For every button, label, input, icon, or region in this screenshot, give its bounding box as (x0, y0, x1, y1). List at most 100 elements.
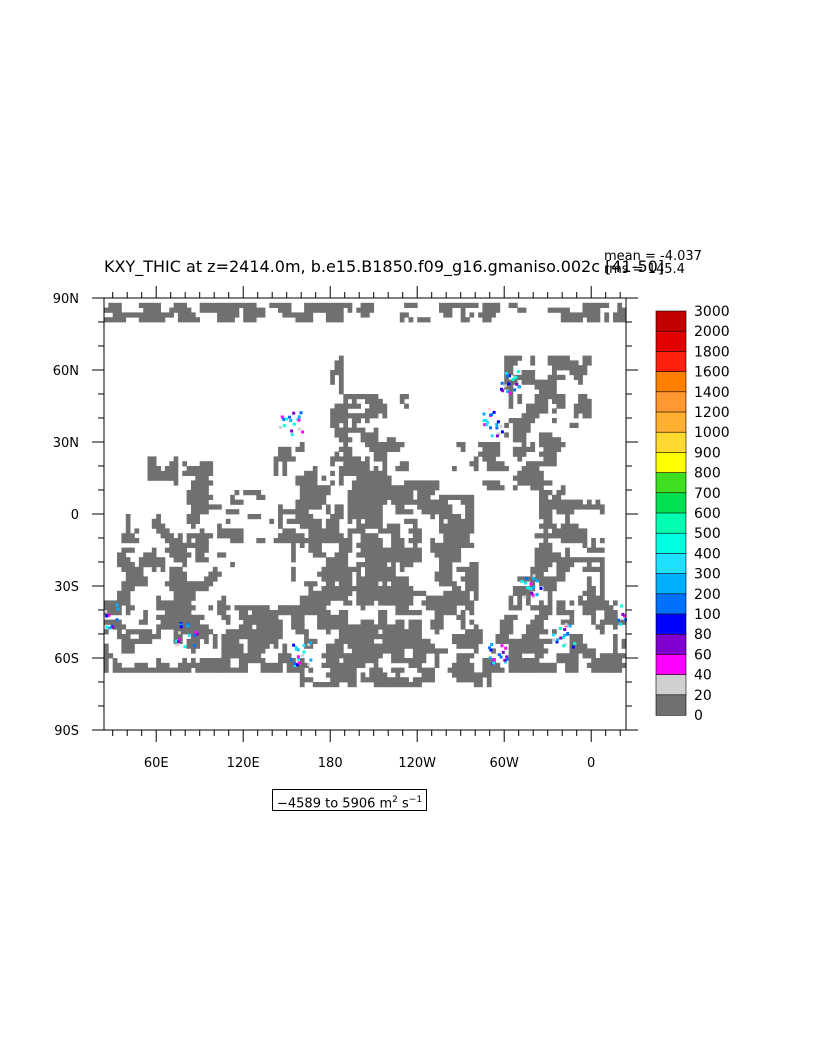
field-cell-933 (304, 499, 309, 505)
field-cell-1123 (308, 518, 314, 524)
field-cell-1719 (395, 576, 401, 582)
field-cell-2738 (343, 658, 349, 664)
field-cell-2450 (504, 634, 509, 640)
field-cell-726 (160, 475, 166, 481)
hotspot-cell-2-14 (513, 388, 517, 392)
field-cell-2747 (395, 658, 401, 664)
field-cell-307 (521, 374, 527, 380)
field-cell-2157 (238, 614, 244, 620)
field-cell-1067 (547, 509, 553, 515)
field-cell-647 (552, 461, 557, 467)
field-cell-2469 (191, 638, 196, 644)
field-cell-3000 (456, 677, 462, 683)
field-cell-1434 (408, 547, 414, 553)
field-cell-2247 (534, 619, 540, 625)
field-cell-384 (338, 403, 344, 409)
field-cell-2012 (108, 605, 114, 611)
field-cell-550 (386, 446, 392, 452)
y-tick-label-2: 30N (53, 436, 79, 451)
field-cell-2536 (186, 643, 192, 649)
field-cell-705 (330, 470, 335, 476)
field-cell-2177 (382, 614, 388, 620)
field-cell-2371 (395, 629, 401, 635)
field-cell-1224 (443, 528, 448, 534)
field-cell-4 (143, 302, 148, 308)
field-cell-2044 (304, 605, 309, 611)
field-cell-1755 (191, 581, 196, 587)
field-cell-1478 (373, 552, 379, 558)
field-cell-2720 (212, 658, 218, 664)
field-cell-2393 (121, 634, 127, 640)
field-cell-1586 (443, 562, 448, 568)
field-cell-541 (295, 446, 301, 452)
field-cell-2194 (108, 619, 114, 625)
field-cell-777 (404, 480, 409, 486)
field-cell-2501 (404, 638, 409, 644)
field-cell-683 (526, 466, 531, 472)
field-cell-716 (382, 470, 388, 476)
field-cell-132 (621, 307, 627, 313)
field-cell-22 (247, 302, 253, 308)
field-cell-399 (543, 403, 549, 409)
field-cell-746 (382, 475, 388, 481)
field-cell-514 (365, 442, 370, 448)
hotspot-cells (104, 370, 627, 668)
field-cell-2238 (430, 619, 435, 625)
field-cell-1681 (465, 571, 470, 577)
field-cell-2339 (199, 629, 205, 635)
field-cell-1860 (356, 590, 361, 596)
field-cell-1879 (456, 590, 462, 596)
field-cell-1881 (465, 590, 470, 596)
field-cell-2600 (130, 648, 135, 654)
field-cell-1203 (291, 528, 296, 534)
field-cell-1452 (599, 547, 605, 553)
field-cell-1983 (421, 600, 427, 606)
field-cell-2565 (378, 643, 383, 649)
field-cell-1487 (412, 552, 418, 558)
field-cell-1011 (469, 504, 475, 510)
field-cell-114 (447, 307, 453, 313)
field-cell-729 (173, 475, 179, 481)
field-cell-1309 (195, 538, 200, 544)
field-cell-530 (521, 442, 527, 448)
field-cell-1211 (347, 528, 353, 534)
field-cell-558 (512, 446, 518, 452)
field-cell-2387 (534, 629, 540, 635)
field-cell-969 (565, 499, 570, 505)
field-cell-1793 (125, 586, 131, 592)
field-cell-860 (373, 490, 379, 496)
field-cell-1890 (591, 590, 596, 596)
field-cell-2863 (121, 667, 127, 673)
field-cell-12 (204, 302, 209, 308)
field-cell-1188 (573, 523, 579, 529)
field-cell-1124 (312, 518, 318, 524)
field-cell-245 (604, 317, 610, 323)
field-cell-1887 (547, 590, 553, 596)
field-cell-2411 (238, 634, 244, 640)
field-cell-2558 (347, 643, 353, 649)
field-cell-1676 (391, 571, 396, 577)
field-cell-386 (347, 403, 353, 409)
field-cell-994 (356, 504, 361, 510)
field-cell-678 (491, 466, 496, 472)
field-cell-2828 (452, 662, 457, 668)
field-cell-761 (295, 480, 301, 486)
field-cell-2084 (143, 610, 148, 616)
field-cell-31 (312, 302, 318, 308)
field-cell-900 (378, 494, 383, 500)
field-cell-2964 (425, 672, 431, 678)
field-cell-126 (565, 307, 570, 313)
hotspot-cell-5-0 (505, 655, 509, 659)
field-cell-1016 (556, 504, 562, 510)
field-cell-313 (560, 374, 566, 380)
field-cell-1467 (291, 552, 296, 558)
field-cell-2135 (565, 610, 570, 616)
field-cell-1341 (395, 538, 401, 544)
field-cell-1009 (447, 504, 453, 510)
hotspot-cell-1-17 (490, 413, 493, 417)
field-cell-1709 (347, 576, 353, 582)
field-cell-1908 (325, 595, 331, 601)
field-cell-2248 (539, 619, 544, 625)
field-cell-1230 (469, 528, 475, 534)
field-cell-380 (578, 398, 583, 404)
